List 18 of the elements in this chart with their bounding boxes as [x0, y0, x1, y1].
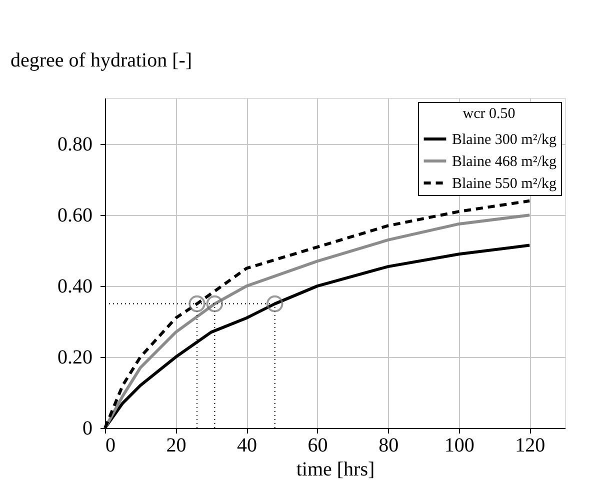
y-tick-label: 0.20 [58, 346, 92, 369]
x-axis-title: time [hrs] [296, 458, 375, 480]
legend-label: Blaine 468 m²/kg [452, 154, 557, 170]
y-tick-label: 0.40 [58, 276, 92, 298]
y-tick-label: 0.60 [58, 204, 92, 227]
y-axis-title: degree of hydration [-] [10, 50, 192, 72]
y-tick-label: 0 [82, 418, 92, 440]
legend-label: Blaine 300 m²/kg [452, 132, 557, 148]
x-tick-label: 20 [166, 434, 186, 456]
x-tick-label: 80 [378, 434, 399, 456]
x-tick-label: 120 [515, 434, 546, 456]
legend-title: wcr 0.50 [462, 106, 516, 122]
x-tick-label: 0 [106, 434, 116, 456]
y-tick-label: 0.80 [58, 134, 92, 156]
x-tick-label: 60 [308, 434, 328, 456]
legend-label: Blaine 550 m²/kg [452, 176, 557, 192]
x-tick-label: 40 [237, 434, 258, 456]
x-tick-label: 100 [444, 434, 474, 456]
